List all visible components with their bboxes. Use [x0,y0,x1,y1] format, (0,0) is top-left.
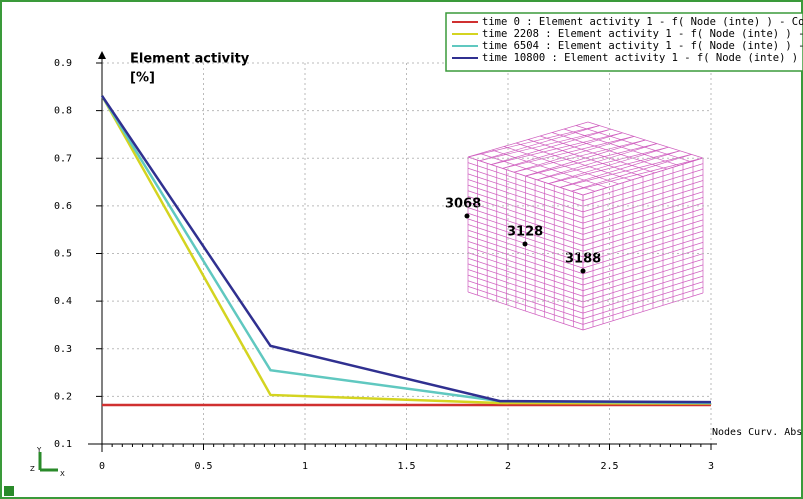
x-tick-label: 2 [505,461,511,472]
y-tick-label: 0.6 [54,201,72,212]
y-tick-label: 0.7 [54,153,72,164]
node-point [523,242,528,247]
y-tick-label: 0.9 [54,58,72,69]
x-axis-title: Nodes Curv. Abs. [712,427,803,438]
x-tick-label: 0.5 [194,461,212,472]
y-tick-label: 0.2 [54,391,72,402]
triad-label: Y [36,446,42,454]
y-tick-label: 0.5 [54,249,72,260]
x-tick-label: 3 [708,461,714,472]
node-point [465,214,470,219]
node-label: 3068 [445,197,481,212]
node-label: 3128 [507,225,543,240]
triad-label: X [60,470,65,478]
x-tick-label: 0 [99,461,105,472]
y-tick-label: 0.8 [54,106,72,117]
legend-label: time 6504 : Element activity 1 - f( Node… [482,40,803,52]
x-tick-label: 2.5 [600,461,618,472]
x-tick-label: 1 [302,461,308,472]
x-tick-label: 1.5 [397,461,415,472]
frame [1,1,802,498]
triad-label: Z [30,465,35,473]
y-tick-label: 0.4 [54,296,72,307]
legend-label: time 2208 : Element activity 1 - f( Node… [482,28,803,40]
y-tick-label: 0.1 [54,439,72,450]
y-tick-label: 0.3 [54,344,72,355]
legend: time 0 : Element activity 1 - f( Node (i… [446,13,803,71]
node-point [581,269,586,274]
legend-label: time 0 : Element activity 1 - f( Node (i… [482,16,803,28]
chart: Element activity [%] Nodes Curv. Abs. 30… [0,0,803,499]
y-axis-title: [%] [130,71,155,86]
legend-label: time 10800 : Element activity 1 - f( Nod… [482,52,798,64]
y-axis-title: Element activity [130,52,250,67]
